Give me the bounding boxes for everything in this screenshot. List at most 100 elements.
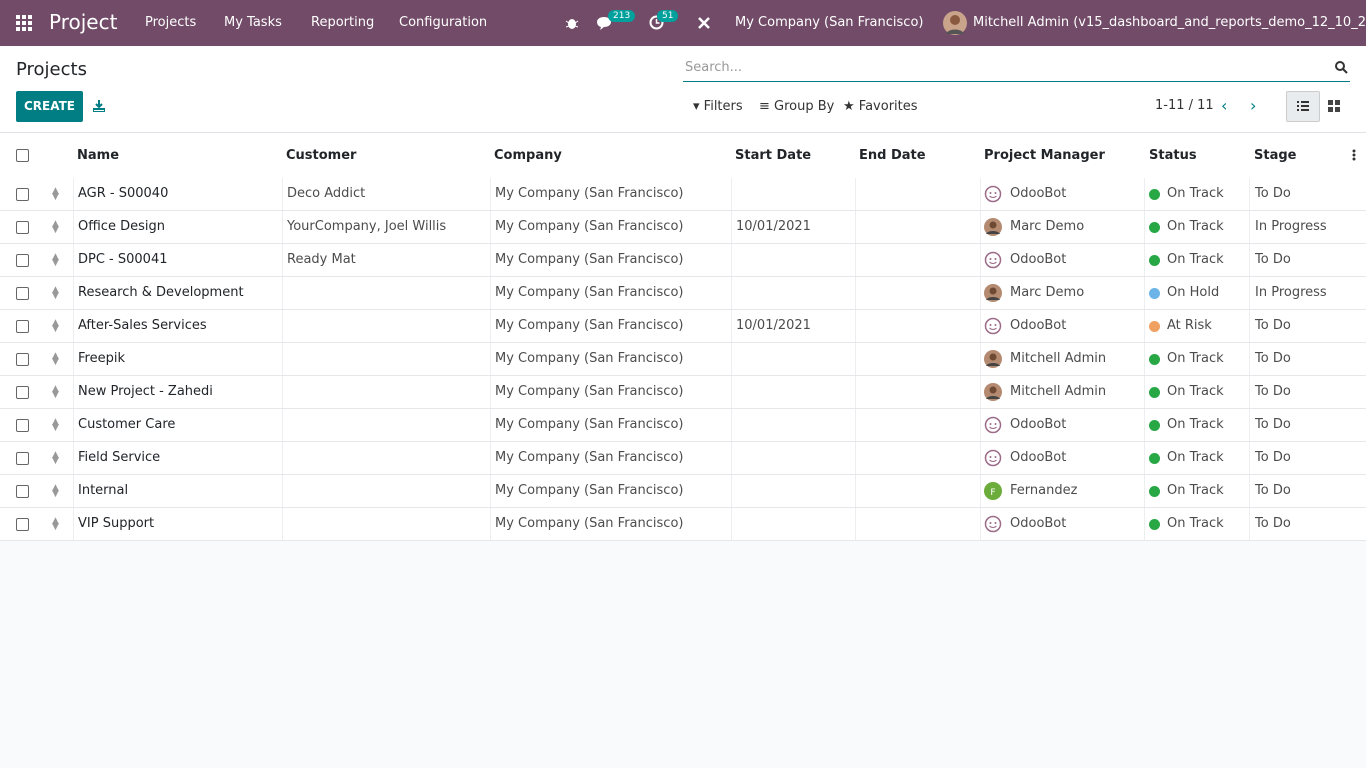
- cell-company: My Company (San Francisco): [495, 285, 684, 300]
- cell-stage: To Do: [1255, 252, 1291, 267]
- row-checkbox[interactable]: [16, 320, 29, 333]
- tools-icon[interactable]: [697, 16, 711, 30]
- cell-border: [282, 475, 283, 507]
- kanban-view-button[interactable]: [1318, 91, 1350, 120]
- pager-prev[interactable]: ‹: [1221, 96, 1228, 115]
- row-checkbox[interactable]: [16, 452, 29, 465]
- search-input[interactable]: Search...: [683, 56, 1350, 82]
- drag-handle[interactable]: ▲ ▼: [52, 285, 59, 301]
- table-row[interactable]: ▲ ▼ Freepik My Company (San Francisco) Mitch…: [0, 343, 1366, 376]
- app-name[interactable]: Project: [49, 10, 118, 34]
- manager-avatar: [984, 284, 1002, 302]
- menu-item[interactable]: Configuration: [399, 15, 488, 30]
- cell-border: [1249, 244, 1250, 276]
- column-header[interactable]: Customer: [286, 148, 357, 163]
- row-checkbox[interactable]: [16, 254, 29, 267]
- column-header[interactable]: End Date: [859, 148, 926, 163]
- row-checkbox[interactable]: [16, 188, 29, 201]
- table-row[interactable]: ▲ ▼ Research & Development My Company (San …: [0, 277, 1366, 310]
- row-checkbox[interactable]: [16, 485, 29, 498]
- drag-handle[interactable]: ▲ ▼: [52, 450, 59, 466]
- cell-border: [282, 211, 283, 243]
- cell-manager: Fernandez: [1010, 483, 1078, 498]
- table-row[interactable]: ▲ ▼ DPC - S00041 Ready Mat My Company (San F…: [0, 244, 1366, 277]
- cell-border: [490, 409, 491, 441]
- menu-item[interactable]: Projects: [145, 15, 197, 30]
- column-header[interactable]: Project Manager: [984, 148, 1105, 163]
- cell-border: [855, 475, 856, 507]
- messages-badge: 213: [608, 10, 636, 22]
- create-button[interactable]: CREATE: [16, 91, 83, 122]
- table-row[interactable]: ▲ ▼ Office Design YourCompany, Joel Willis M…: [0, 211, 1366, 244]
- cell-status: On Track: [1167, 384, 1224, 399]
- drag-handle[interactable]: ▲ ▼: [52, 351, 59, 367]
- table-row[interactable]: ▲ ▼ AGR - S00040 Deco Addict My Company (San…: [0, 178, 1366, 211]
- cell-border: [1144, 475, 1145, 507]
- row-checkbox[interactable]: [16, 386, 29, 399]
- menu-item[interactable]: Reporting: [311, 15, 375, 30]
- cell-border: [73, 376, 74, 408]
- drag-handle[interactable]: ▲ ▼: [52, 417, 59, 433]
- pager-next[interactable]: ›: [1250, 96, 1257, 115]
- cell-border: [73, 178, 74, 210]
- drag-handle[interactable]: ▲ ▼: [52, 516, 59, 532]
- cell-status: At Risk: [1167, 318, 1212, 333]
- optional-columns[interactable]: [1352, 149, 1356, 161]
- table-row[interactable]: ▲ ▼ New Project - Zahedi My Company (San Fr…: [0, 376, 1366, 409]
- favorites-toggle[interactable]: ★ Favorites: [843, 99, 918, 114]
- cell-border: [980, 244, 981, 276]
- cell-border: [1249, 310, 1250, 342]
- table-row[interactable]: ▲ ▼ Customer Care My Company (San Francisco…: [0, 409, 1366, 442]
- drag-handle[interactable]: ▲ ▼: [52, 483, 59, 499]
- drag-handle[interactable]: ▲ ▼: [52, 186, 59, 202]
- column-header[interactable]: Stage: [1254, 148, 1297, 163]
- column-header[interactable]: Status: [1149, 148, 1197, 163]
- row-checkbox[interactable]: [16, 221, 29, 234]
- cell-company: My Company (San Francisco): [495, 252, 684, 267]
- cell-border: [73, 211, 74, 243]
- cell-border: [490, 376, 491, 408]
- cell-border: [490, 475, 491, 507]
- company-switcher[interactable]: My Company (San Francisco): [735, 15, 924, 30]
- apps-icon[interactable]: [16, 15, 33, 32]
- drag-handle[interactable]: ▲ ▼: [52, 252, 59, 268]
- cell-border: [282, 376, 283, 408]
- user-menu[interactable]: Mitchell Admin (v15_dashboard_and_report…: [973, 15, 1366, 30]
- row-checkbox[interactable]: [16, 353, 29, 366]
- manager-avatar: [984, 350, 1002, 368]
- activities-icon[interactable]: [649, 15, 664, 30]
- filters-toggle[interactable]: ▾ Filters: [693, 99, 743, 114]
- groupby-toggle[interactable]: ≡ Group By: [759, 99, 835, 114]
- drag-handle[interactable]: ▲ ▼: [52, 384, 59, 400]
- list-view-button[interactable]: [1286, 91, 1320, 122]
- table-row[interactable]: ▲ ▼ VIP Support My Company (San Francisco) O…: [0, 508, 1366, 541]
- status-dot: [1149, 222, 1160, 233]
- cell-border: [1249, 376, 1250, 408]
- drag-handle[interactable]: ▲ ▼: [52, 318, 59, 334]
- row-checkbox[interactable]: [16, 518, 29, 531]
- pager[interactable]: 1-11 / 11: [1155, 98, 1214, 113]
- drag-handle[interactable]: ▲ ▼: [52, 219, 59, 235]
- download-icon[interactable]: [93, 100, 105, 112]
- row-checkbox[interactable]: [16, 419, 29, 432]
- cell-border: [1144, 178, 1145, 210]
- messages-icon[interactable]: [596, 16, 612, 30]
- cell-border: [490, 442, 491, 474]
- debug-icon[interactable]: [565, 16, 579, 30]
- user-avatar[interactable]: [942, 10, 968, 36]
- status-dot: [1149, 354, 1160, 365]
- column-header[interactable]: Company: [494, 148, 562, 163]
- column-header[interactable]: Name: [77, 148, 120, 163]
- table-row[interactable]: ▲ ▼ Field Service My Company (San Francisco…: [0, 442, 1366, 475]
- row-checkbox[interactable]: [16, 287, 29, 300]
- cell-stage: In Progress: [1255, 219, 1327, 234]
- column-header[interactable]: Start Date: [735, 148, 812, 163]
- table-row[interactable]: ▲ ▼ After-Sales Services My Company (San Fr…: [0, 310, 1366, 343]
- cell-border: [1249, 277, 1250, 309]
- cell-border: [1249, 409, 1250, 441]
- menu-item[interactable]: My Tasks: [224, 15, 282, 30]
- cell-border: [282, 508, 283, 540]
- select-all-checkbox[interactable]: [16, 149, 29, 162]
- cell-border: [855, 343, 856, 375]
- table-row[interactable]: ▲ ▼ Internal My Company (San Francisco) F Fer…: [0, 475, 1366, 508]
